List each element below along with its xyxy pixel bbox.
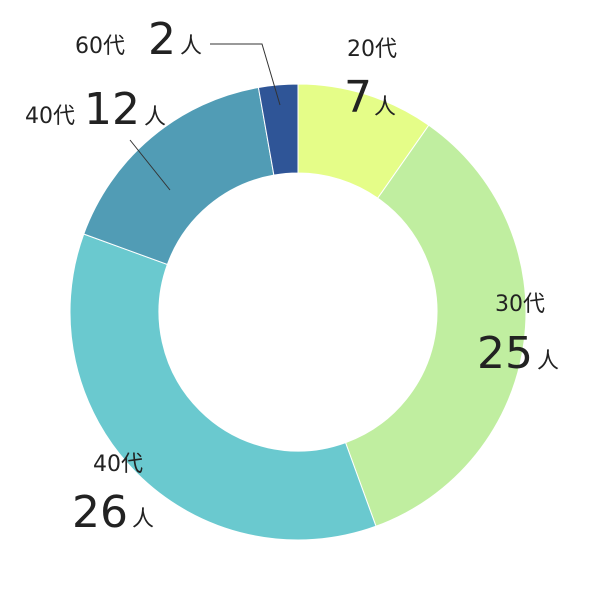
value-label: 2 bbox=[148, 14, 176, 65]
category-label: 40代 bbox=[25, 104, 75, 129]
value-label: 12 bbox=[84, 84, 140, 135]
category-label: 60代 bbox=[75, 34, 125, 59]
category-label: 30代 bbox=[495, 292, 545, 317]
donut-slice bbox=[69, 233, 377, 541]
donut-slice bbox=[344, 124, 527, 527]
leader-line bbox=[210, 43, 281, 106]
unit-label: 人 bbox=[180, 34, 202, 59]
leader-line bbox=[129, 139, 171, 191]
category-label: 40代 bbox=[93, 452, 143, 477]
value-label: 26 bbox=[72, 487, 128, 538]
unit-label: 人 bbox=[144, 105, 166, 130]
unit-label: 人 bbox=[374, 95, 396, 120]
unit-label: 人 bbox=[132, 507, 154, 532]
value-label: 7 bbox=[344, 72, 372, 123]
value-label: 25 bbox=[477, 328, 533, 379]
category-label: 20代 bbox=[347, 37, 397, 62]
unit-label: 人 bbox=[537, 349, 559, 374]
donut-slice bbox=[257, 83, 299, 176]
